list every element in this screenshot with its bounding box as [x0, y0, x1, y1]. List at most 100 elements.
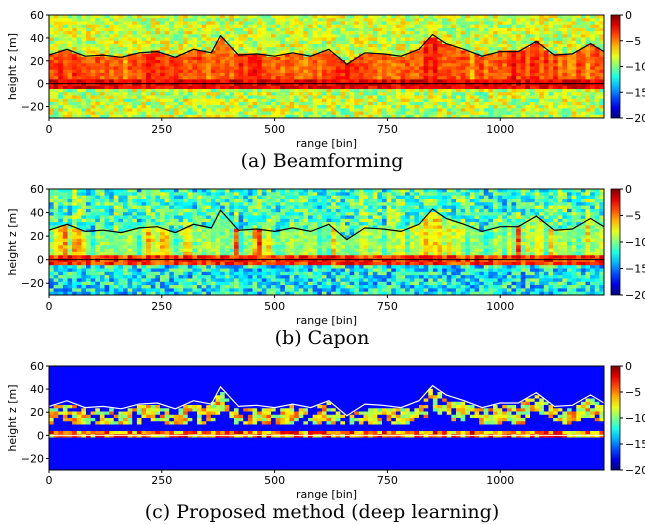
- heatmap-cell: [368, 18, 374, 23]
- heatmap-cell: [437, 85, 443, 90]
- heatmap-cell: [104, 105, 110, 109]
- heatmap-cell: [86, 111, 92, 116]
- heatmap-cell: [123, 215, 129, 220]
- heatmap-cell: [465, 79, 471, 84]
- heatmap-cell: [516, 50, 522, 55]
- heatmap-cell: [599, 15, 604, 19]
- heatmap-cell: [368, 43, 374, 48]
- heatmap-cell: [192, 195, 198, 200]
- heatmap-cell: [76, 202, 82, 207]
- heatmap-cell: [354, 89, 360, 93]
- heatmap-cell: [386, 66, 392, 71]
- heatmap-cell: [141, 105, 147, 109]
- heatmap-cell: [58, 192, 64, 197]
- heatmap-cell: [104, 111, 110, 116]
- heatmap-cell: [585, 111, 591, 116]
- heatmap-cell: [95, 92, 101, 97]
- heatmap-cell: [465, 69, 471, 74]
- heatmap-cell: [437, 72, 443, 77]
- heatmap-cell: [201, 108, 207, 113]
- heatmap-cell: [81, 232, 87, 236]
- heatmap-cell: [252, 18, 258, 23]
- heatmap-cell: [594, 111, 600, 116]
- heatmap-cell: [81, 24, 87, 29]
- heatmap-cell: [72, 242, 78, 246]
- heatmap-cell: [238, 95, 244, 100]
- heatmap-cell: [49, 265, 55, 270]
- heatmap-cell: [99, 195, 106, 200]
- heatmap-cell: [187, 34, 193, 39]
- heatmap-cell: [201, 31, 207, 35]
- heatmap-cell: [335, 98, 341, 103]
- heatmap-cell: [72, 258, 78, 263]
- heatmap-cell: [155, 47, 161, 52]
- heatmap-cell: [294, 18, 300, 23]
- heatmap-cell: [123, 101, 129, 106]
- heatmap-cell: [516, 31, 522, 35]
- heatmap-cell: [308, 37, 314, 42]
- heatmap-cell: [58, 56, 64, 61]
- heatmap-cell: [220, 76, 226, 80]
- heatmap-cell: [90, 98, 96, 103]
- heatmap-cell: [109, 63, 115, 68]
- heatmap-cell: [206, 111, 212, 116]
- heatmap-cell: [294, 69, 300, 74]
- heatmap-cell: [224, 27, 230, 32]
- heatmap-cell: [599, 108, 604, 113]
- heatmap-cell: [289, 98, 295, 103]
- heatmap-cell: [326, 98, 332, 103]
- heatmap-cell: [400, 21, 406, 26]
- heatmap-cell: [298, 60, 304, 64]
- heatmap-cell: [280, 50, 286, 55]
- heatmap-cell: [141, 251, 147, 256]
- heatmap-cell: [136, 245, 143, 250]
- heatmap-cell: [72, 101, 78, 106]
- heatmap-cell: [127, 258, 133, 263]
- heatmap-cell: [127, 27, 133, 32]
- heatmap-cell: [104, 238, 110, 243]
- heatmap-cell: [599, 101, 604, 106]
- heatmap-cell: [502, 89, 508, 93]
- heatmap-cell: [340, 63, 346, 68]
- heatmap-cell: [183, 212, 189, 217]
- heatmap-cell: [201, 215, 207, 220]
- heatmap-cell: [160, 56, 166, 61]
- heatmap-cell: [62, 238, 69, 243]
- heatmap-cell: [303, 98, 309, 103]
- heatmap-cell: [49, 215, 55, 220]
- heatmap-cell: [377, 53, 383, 58]
- heatmap-cell: [192, 278, 198, 283]
- heatmap-cell: [132, 69, 138, 74]
- heatmap-cell: [201, 258, 207, 263]
- heatmap-cell: [53, 275, 59, 280]
- heatmap-cell: [113, 238, 119, 243]
- heatmap-cell: [432, 66, 439, 71]
- heatmap-cell: [576, 63, 582, 68]
- heatmap-cell: [372, 56, 378, 61]
- heatmap-cell: [178, 27, 184, 32]
- heatmap-cell: [62, 255, 69, 260]
- heatmap-cell: [132, 202, 138, 207]
- heatmap-cell: [539, 95, 545, 100]
- heatmap-cell: [257, 40, 263, 45]
- heatmap-cell: [95, 205, 101, 210]
- heatmap-cell: [460, 15, 466, 19]
- heatmap-cell: [585, 15, 591, 19]
- heatmap-cell: [136, 101, 143, 106]
- heatmap-cell: [201, 285, 207, 289]
- heatmap-cell: [72, 192, 78, 197]
- heatmap-cell: [173, 265, 180, 270]
- heatmap-cell: [335, 79, 341, 84]
- heatmap-cell: [571, 31, 577, 35]
- heatmap-cell: [423, 56, 429, 61]
- heatmap-cell: [53, 255, 59, 260]
- heatmap-cell: [99, 105, 106, 109]
- heatmap-cell: [123, 251, 129, 256]
- heatmap-cell: [506, 89, 513, 93]
- heatmap-cell: [160, 31, 166, 35]
- heatmap-cell: [442, 98, 448, 103]
- heatmap-cell: [405, 40, 411, 45]
- heatmap-cell: [238, 76, 244, 80]
- heatmap-cell: [169, 34, 175, 39]
- heatmap-cell: [590, 101, 596, 106]
